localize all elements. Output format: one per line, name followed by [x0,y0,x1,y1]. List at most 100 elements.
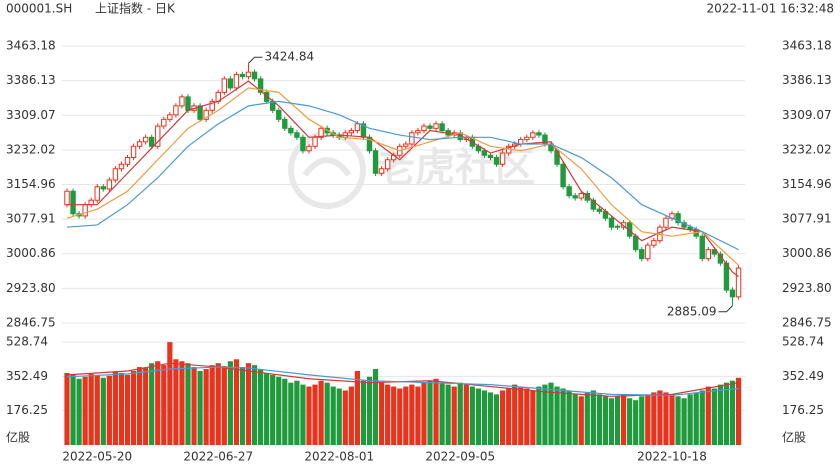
volume-bar [542,384,548,445]
x-tick-label: 2022-10-18 [637,450,707,464]
volume-bar [143,368,149,445]
candle-body [590,199,597,210]
volume-bar [276,376,282,445]
volume-bar [536,386,542,445]
candle-body [118,163,125,170]
low-label: 2885.09 [667,304,717,318]
high-label: 3424.84 [265,50,315,64]
candle-body [149,136,155,147]
volume-bar [227,361,233,445]
candle-body [433,123,439,129]
y-tick-label: 3154.96 [782,177,832,191]
y-tick-label: 3077.91 [782,212,832,226]
moving-average [66,100,739,251]
candle-body [705,249,711,260]
volume-bar [385,384,391,445]
volume-bar [258,369,264,445]
volume-bar [191,367,197,445]
candle-body [106,179,113,190]
volume-bar [264,372,270,445]
volume-bar [421,382,427,445]
volume-bar [179,361,185,445]
volume-bar [348,386,354,445]
volume-bar [614,396,621,445]
candle-body [384,159,391,170]
candle-body [735,267,742,298]
volume-bar [124,374,131,445]
candle-body [203,109,209,120]
x-tick-label: 2022-05-20 [62,450,132,464]
volume-bar [651,392,657,445]
candle-body [88,199,94,206]
volume-bar [633,400,639,445]
candle-body [536,132,542,136]
volume-bar [173,359,179,445]
candle-body [566,186,572,197]
candle-body [282,118,288,129]
moving-average [66,87,739,266]
candle-body [209,100,215,111]
volume-moving-average [66,362,739,397]
candle-body [499,152,506,165]
volume-bar [572,394,578,445]
volume-bar [699,390,705,445]
candle-body [82,204,88,217]
candle-body [112,168,119,181]
candle-body [645,244,651,260]
volume-bar [433,378,439,445]
volume-bar [82,376,88,445]
volume-bar [524,388,530,445]
candle-body [572,195,578,199]
volume-bar [64,372,70,445]
y-tick-label: 3386.13 [6,73,56,87]
volume-bar [239,367,246,445]
candle-body [306,145,312,152]
volume-bar [233,359,239,445]
volume-bar [439,382,445,445]
candle-body [233,73,240,89]
volume-bar [584,392,590,445]
volume-bar [675,396,681,445]
volume-bar [518,386,524,445]
y-tick-label: 528.74 [782,335,824,349]
candle-body [227,78,234,89]
y-tick-label: 3154.96 [6,177,56,191]
chart-title: 上证指数 - 日K [95,1,176,16]
y-tick-label: 3463.18 [782,39,832,53]
volume-bar [300,384,306,445]
volume-bar [294,380,300,445]
volume-bar [215,363,221,445]
candle-body [100,186,106,190]
volume-bar [590,390,596,445]
volume-bar [76,378,82,445]
candle-body [251,71,258,80]
volume-bar [554,386,560,445]
y-tick-label: 3463.18 [6,39,56,53]
volume-bar [342,390,348,445]
volume-bar [94,374,100,445]
volume-bar [354,370,360,445]
volume-bar [245,363,252,445]
candle-body [136,141,143,147]
volume-bar [500,390,506,445]
volume-bar [608,398,615,445]
volume-bar [185,363,191,445]
volume-bar [548,382,554,445]
candle-body [257,78,264,93]
annotation-leader [248,56,263,64]
candle-body [348,130,355,134]
candle-body [312,136,318,147]
volume-bar [681,398,687,445]
candle-body [427,125,433,129]
volume-bar [318,380,324,445]
candle-body [711,249,718,255]
volume-bar [657,390,663,445]
y-tick-label: 3000.86 [782,246,832,260]
y-tick-label: 3232.02 [6,142,56,156]
volume-bar [566,390,572,445]
volume-bar [493,394,500,445]
volume-bar [717,384,723,445]
volume-bar [723,382,730,445]
volume-bar [711,388,717,445]
